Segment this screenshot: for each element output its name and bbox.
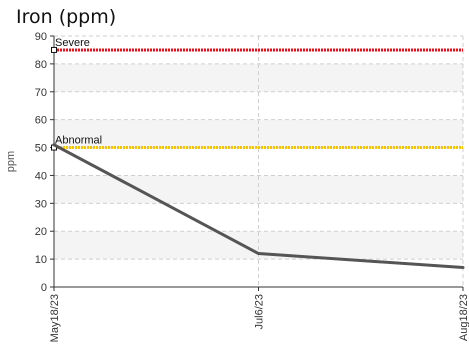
y-tick-label: 20 [35,226,47,238]
tick-labels: 0 10 20 30 40 50 60 70 80 90 May18/23 Jul6/23 Aug18/… [35,31,469,342]
threshold-label: Abnormal [55,135,102,147]
axes [50,35,464,291]
threshold-lines: Severe Abnormal [51,37,463,151]
data-point [257,252,260,256]
y-tick-label: 50 [35,143,47,155]
x-tick-label: May18/23 [49,294,61,342]
chart-title: Iron (ppm) [16,6,117,28]
x-tick-label: Aug18/23 [458,294,469,341]
threshold-label: Severe [55,37,90,49]
y-axis-label: ppm [5,151,17,172]
y-tick-label: 60 [35,115,47,127]
y-tick-label: 80 [35,59,47,71]
y-tick-label: 40 [35,170,47,182]
data-point [52,143,56,147]
x-tick-label: Jul6/23 [254,294,266,329]
threshold-marker [51,46,57,53]
y-tick-label: 30 [35,198,47,210]
y-tick-label: 90 [35,31,47,43]
data-point [461,265,465,269]
series-group [52,143,465,269]
y-tick-label: 0 [41,282,47,294]
y-tick-label: 10 [35,254,47,266]
y-tick-label: 70 [35,87,47,99]
